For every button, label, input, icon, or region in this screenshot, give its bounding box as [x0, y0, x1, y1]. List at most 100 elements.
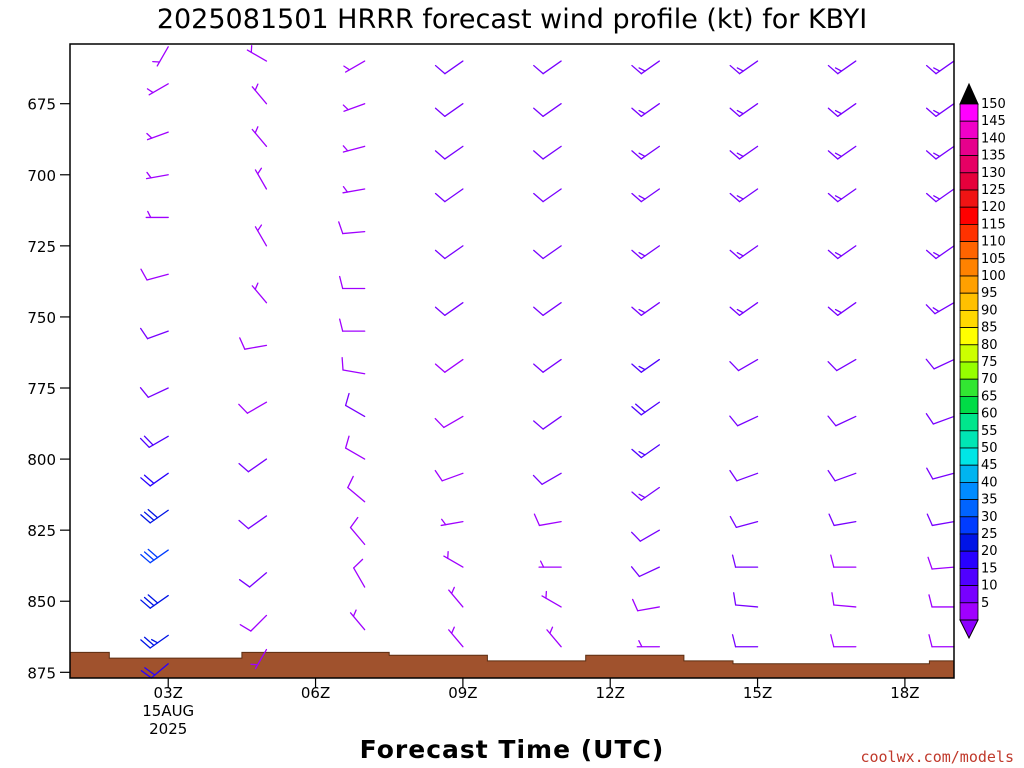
wind-barb [532, 472, 562, 485]
colorbar-label: 140 [981, 131, 1006, 146]
credit-text: coolwx.com/models [860, 748, 1014, 766]
colorbar-label: 45 [981, 458, 998, 473]
wind-barb [631, 103, 660, 117]
colorbar-swatch [959, 516, 979, 535]
wind-barb [246, 44, 268, 62]
wind-barb [538, 560, 562, 568]
wind-barb [925, 413, 955, 425]
colorbar-swatch [959, 378, 979, 397]
wind-barb [251, 126, 268, 147]
wind-barb [927, 556, 955, 570]
wind-barb [349, 609, 366, 631]
wind-barb [631, 358, 660, 373]
colorbar-label: 10 [981, 579, 998, 594]
y-tick-label: 675 [27, 96, 56, 114]
colorbar-swatch [959, 189, 979, 208]
colorbar-swatch [959, 550, 979, 569]
wind-barb [140, 663, 169, 679]
colorbar-swatch [959, 258, 979, 277]
wind-barb [827, 188, 857, 203]
wind-barb [238, 515, 268, 530]
wind-barb [344, 392, 366, 418]
wind-barb [145, 171, 169, 180]
x-tick-label: 18Z [890, 684, 919, 702]
colorbar-swatch [959, 103, 979, 122]
wind-barb [636, 640, 660, 648]
colorbar-label: 125 [981, 183, 1006, 198]
wind-barb [925, 302, 955, 315]
wind-barb [631, 444, 660, 459]
wind-barb [925, 103, 955, 117]
wind-barb [347, 475, 366, 503]
wind-barb [926, 513, 955, 527]
wind-barb [827, 245, 857, 260]
colorbar-swatch [959, 568, 979, 587]
y-tick-label: 875 [27, 664, 56, 682]
chart-title: 2025081501 HRRR forecast wind profile (k… [157, 4, 867, 35]
wind-barb [533, 60, 562, 75]
wind-barb [239, 337, 268, 350]
wind-barb [729, 103, 759, 117]
wind-barb [533, 415, 562, 430]
wind-barb [343, 60, 366, 73]
wind-barb [729, 60, 759, 75]
colorbar-swatch [959, 499, 979, 518]
colorbar-swatch [959, 206, 979, 225]
wind-barb [729, 415, 759, 427]
wind-barb [250, 648, 268, 670]
wind-barb [731, 634, 759, 648]
colorbar-swatch [959, 137, 979, 156]
colorbar-label: 85 [981, 321, 998, 336]
wind-barb [546, 626, 562, 648]
wind-barb [434, 358, 464, 373]
wind-barb [925, 188, 955, 203]
wind-barb [827, 145, 857, 160]
wind-barb [434, 188, 464, 203]
y-tick-label: 700 [27, 167, 56, 185]
colorbar-label: 100 [981, 269, 1006, 284]
colorbar-label: 120 [981, 200, 1006, 215]
colorbar-label: 20 [981, 544, 998, 559]
wind-barb [146, 83, 169, 96]
wind-barb [342, 145, 366, 153]
colorbar-bottom-arrow [959, 619, 979, 640]
wind-barb [238, 401, 268, 414]
x-tick-label: 06Z [301, 684, 330, 702]
y-tick-label: 800 [27, 451, 56, 469]
wind-barb [239, 614, 268, 632]
wind-barb [729, 515, 759, 528]
wind-barb [338, 221, 366, 235]
y-tick-label: 750 [27, 309, 56, 327]
wind-barb [349, 516, 366, 546]
wind-barb [353, 558, 366, 588]
colorbar-label: 150 [981, 97, 1006, 112]
colorbar-label: 115 [981, 217, 1006, 232]
colorbar-label: 130 [981, 166, 1006, 181]
wind-barb [729, 145, 759, 160]
wind-barb [533, 245, 562, 260]
wind-barb [238, 572, 268, 588]
wind-barb [928, 594, 955, 608]
wind-barb [928, 634, 955, 648]
colorbar-swatch [959, 395, 979, 414]
wind-barb [339, 275, 366, 290]
x-tick-label: 15AUG [142, 702, 194, 720]
wind-barb [440, 518, 464, 527]
wind-barb [254, 224, 268, 247]
wind-barb [827, 469, 857, 482]
x-tick-label: 09Z [448, 684, 477, 702]
wind-barb [541, 590, 562, 608]
wind-barb [339, 318, 366, 332]
wind-barb [254, 167, 268, 190]
wind-barb [631, 401, 660, 416]
colorbar-swatch [959, 430, 979, 449]
wind-barb [139, 387, 169, 398]
wind-barb [448, 586, 464, 608]
colorbar-swatch [959, 361, 979, 380]
wind-barb [827, 415, 857, 427]
colorbar-label: 40 [981, 475, 998, 490]
colorbar-label: 30 [981, 510, 998, 525]
wind-barb [434, 469, 464, 482]
plot-frame [69, 43, 955, 679]
